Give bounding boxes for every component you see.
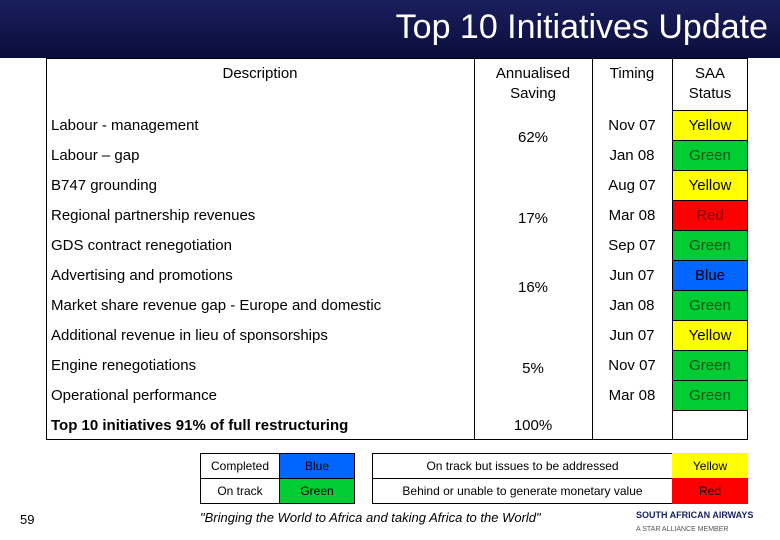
status-cell: Yellow (672, 110, 748, 141)
page-number: 59 (20, 512, 35, 527)
timing-cell: Nov 07 (608, 357, 656, 374)
legend-swatch: Green (279, 478, 355, 504)
legend-swatch: Yellow (672, 453, 748, 479)
column-rule (474, 58, 475, 440)
status-empty (672, 410, 748, 440)
legend-swatch: Blue (279, 453, 355, 479)
status-cell: Green (672, 350, 748, 381)
timing-cell: Mar 08 (608, 207, 656, 224)
total-description: Top 10 initiatives 91% of full restructu… (51, 416, 349, 434)
timing-cell: Sep 07 (608, 237, 656, 254)
legend-label: On track but issues to be addressed (372, 453, 672, 479)
timing-cell: Jan 08 (609, 297, 655, 314)
legend-label: Behind or unable to generate monetary va… (372, 478, 672, 504)
column-header: SAA Status (688, 65, 732, 102)
timing-cell: Jun 07 (609, 327, 655, 344)
column-rule (592, 58, 593, 440)
status-cell: Yellow (672, 170, 748, 201)
quote: "Bringing the World to Africa and taking… (200, 510, 541, 525)
title-bar (0, 0, 780, 58)
status-cell: Blue (672, 260, 748, 291)
timing-cell: Mar 08 (608, 387, 656, 404)
status-cell: Green (672, 140, 748, 171)
saving-cell: 62% (517, 129, 549, 146)
status-cell: Green (672, 380, 748, 411)
column-header: Description (222, 65, 298, 82)
tagline: A STAR ALLIANCE MEMBER (636, 526, 729, 533)
timing-cell: Jan 08 (609, 147, 655, 164)
column-rule (672, 58, 673, 440)
description-cell: Labour – gap (51, 147, 140, 164)
status-cell: Green (672, 230, 748, 261)
description-cell: Engine renegotiations (51, 357, 197, 374)
status-cell: Green (672, 290, 748, 321)
legend-swatch: Red (672, 478, 748, 504)
saving-cell: 17% (517, 210, 549, 227)
status-cell: Yellow (672, 320, 748, 351)
status-cell: Red (672, 200, 748, 231)
description-cell: Operational performance (51, 387, 217, 404)
description-cell: Regional partnership revenues (51, 207, 256, 224)
slide-title: Top 10 Initiatives Update (395, 8, 768, 46)
saving-cell: 16% (517, 279, 549, 296)
description-cell: Labour - management (51, 117, 199, 134)
description-cell: GDS contract renegotiation (51, 237, 232, 254)
description-cell: Additional revenue in lieu of sponsorshi… (51, 327, 328, 344)
column-header: Annualised Saving (495, 65, 571, 102)
legend-label: Completed (200, 453, 280, 479)
description-cell: Advertising and promotions (51, 267, 233, 284)
column-header: Timing (609, 65, 655, 82)
timing-cell: Jun 07 (609, 267, 655, 284)
legend-label: On track (200, 478, 280, 504)
description-cell: B747 grounding (51, 177, 157, 194)
brand: SOUTH AFRICAN AIRWAYS (636, 510, 754, 520)
description-cell: Market share revenue gap - Europe and do… (51, 297, 382, 314)
saving-cell: 5% (522, 360, 544, 377)
total-saving: 100% (513, 416, 553, 434)
timing-cell: Aug 07 (608, 177, 656, 194)
timing-cell: Nov 07 (608, 117, 656, 134)
